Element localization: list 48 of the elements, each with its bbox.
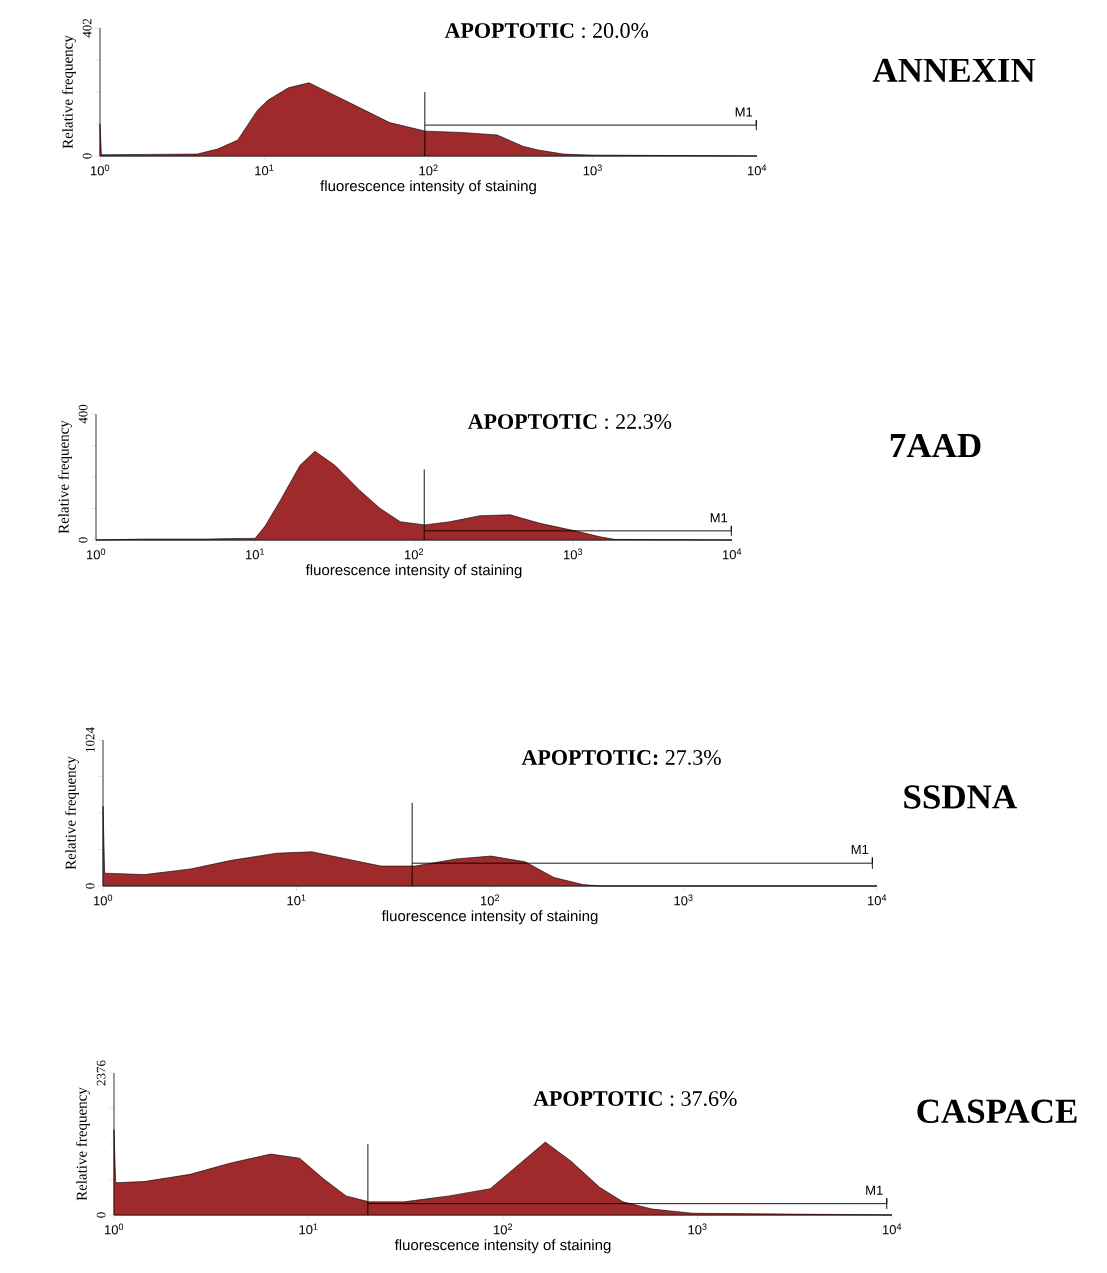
text: SSDNA [904,785,1017,809]
x-tick-label: 10$^{3}$ [674,894,693,906]
x-axis-title: fluorescence intensity of staining [305,564,522,579]
x-tick-label: 10$^{1}$ [245,548,265,560]
x-tick-label: 10$^{2}$ [480,894,500,906]
x-tick-label: 10$^{1}$ [255,164,274,176]
x-tick-label: 10$^{0}$ [90,164,110,176]
x-tick-label: 10$^{2}$ [493,1223,513,1235]
y-tick-label: 2376 [96,1060,106,1086]
x-tick-label: 10$^{1}$ [299,1223,318,1235]
annotation: APOPTOTIC : 37.6% [533,1091,737,1107]
x-tick-label: 10$^{4}$ [867,894,887,906]
series-label: M1 [866,1185,883,1195]
x-tick-label: 10$^{4}$ [747,164,767,176]
series-label: M1 [851,845,869,854]
text: 7AAD [890,433,981,458]
x-tick-label: 10$^{2}$ [404,548,424,560]
y-tick-label: 1024 [85,727,95,752]
y-axis-title: Relative frequency [62,35,76,149]
annotation: APOPTOTIC: 27.3% [521,750,721,765]
x-tick-label: 10$^{0}$ [86,548,106,560]
annotation: APOPTOTIC : 20.0% [444,23,649,39]
y-tick-label: 0 [78,537,88,543]
x-tick-label: 10$^{4}$ [722,548,742,560]
y-tick-label: 400 [78,404,88,424]
x-axis-title: fluorescence intensity of staining [320,180,536,195]
y-tick-label: 402 [82,18,92,38]
text: ANNEXIN [872,58,1036,82]
x-tick-label: 10$^{4}$ [882,1223,902,1235]
series-label: M1 [710,513,728,523]
x-tick-label: 10$^{0}$ [93,894,113,906]
x-tick-label: 10$^{1}$ [287,894,306,906]
series-label: M1 [735,107,753,117]
x-tick-label: 10$^{3}$ [563,548,583,560]
y-axis-title: Relative frequency [76,1087,90,1201]
x-tick-label: 10$^{3}$ [688,1223,707,1235]
y-tick-label: 0 [85,883,95,889]
y-tick-label: 0 [96,1212,106,1218]
y-axis-title: Relative frequency [65,756,79,870]
x-tick-label: 10$^{2}$ [419,164,438,176]
x-axis-title: fluorescence intensity of staining [394,1239,611,1254]
x-tick-label: 10$^{0}$ [104,1223,124,1235]
x-axis-title: fluorescence intensity of staining [381,910,598,925]
y-tick-label: 0 [82,153,92,159]
annotation: APOPTOTIC : 22.3% [467,414,672,430]
text: CASPACE [917,1099,1077,1124]
y-axis-title: Relative frequency [58,420,72,534]
x-tick-label: 10$^{3}$ [583,164,602,176]
